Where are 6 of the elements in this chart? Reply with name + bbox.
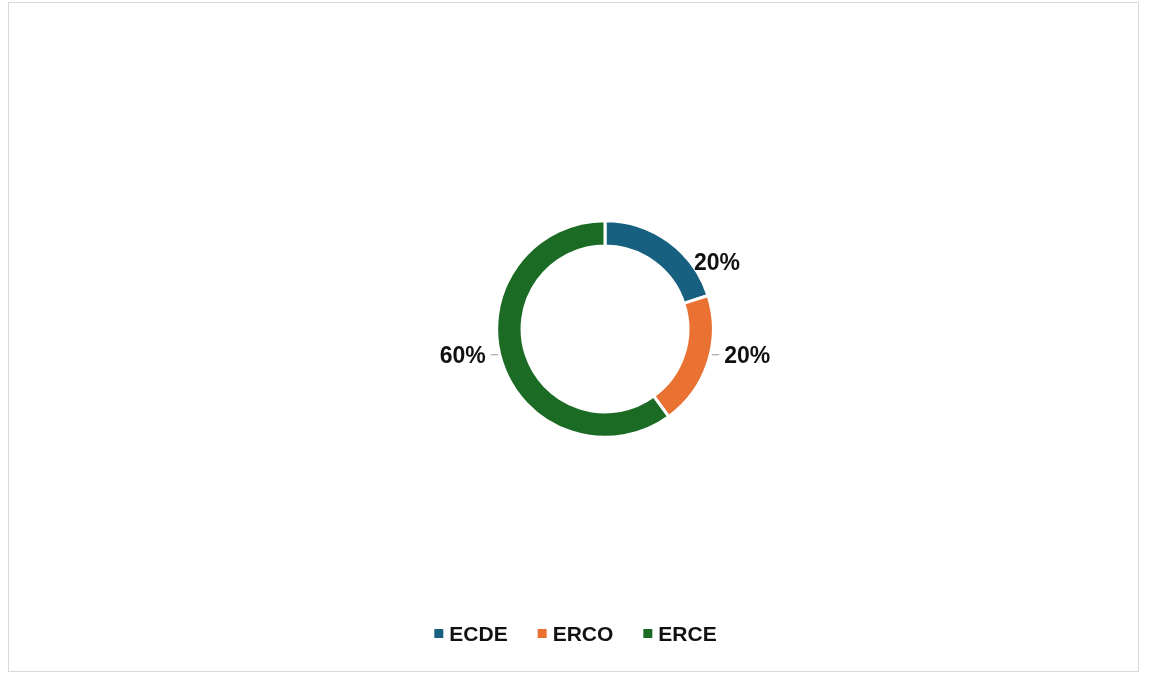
data-label: 20% <box>724 341 771 368</box>
legend-label: ECDE <box>449 622 508 645</box>
legend-label: ERCE <box>658 622 717 645</box>
legend-label: ERCO <box>552 622 614 645</box>
data-label: 60% <box>439 341 486 368</box>
data-label: 20% <box>693 248 741 275</box>
